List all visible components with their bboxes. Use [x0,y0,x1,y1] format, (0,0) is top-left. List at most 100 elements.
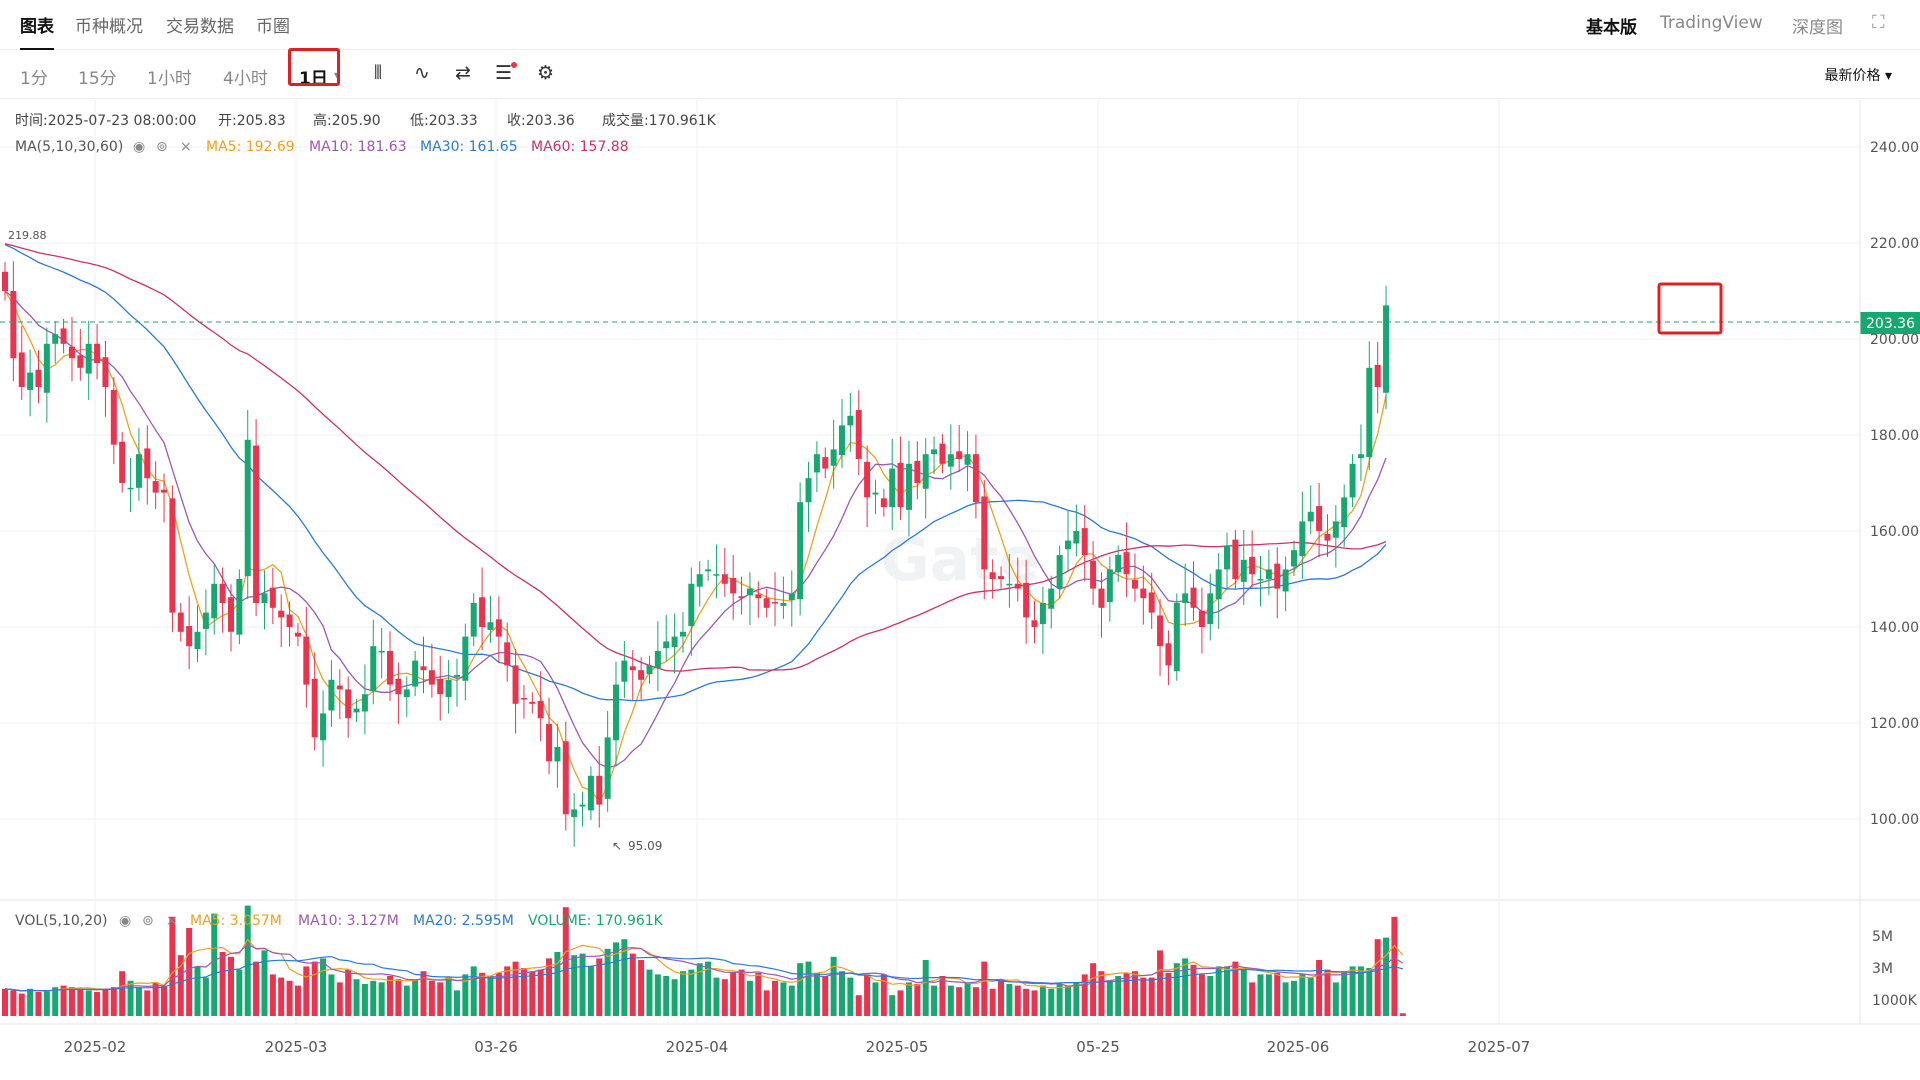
candle [18,326,25,400]
candle [1056,545,1063,599]
last-price-label: 203.36 [1866,316,1915,332]
time-tick-label: 2025-06 [1267,1038,1330,1056]
volume-bar [554,952,561,1016]
ma-line [4,290,1387,769]
price-tick-label: 240.00 [1870,140,1919,156]
indicator-icon[interactable]: ∿ [414,62,430,84]
candle [1290,540,1297,577]
volume-bar [1274,972,1281,1016]
candle [286,601,293,647]
volume-bar [445,977,452,1016]
candlestick-icon[interactable]: ⫴ [374,62,382,84]
ma-line [4,244,1387,702]
candle [361,664,368,735]
volume-bar [1106,980,1113,1016]
candle [127,458,134,512]
volume-bar [495,972,502,1016]
volume-bar [780,982,787,1016]
candle [1140,565,1147,625]
volume-bar [135,987,142,1016]
candle [772,572,779,627]
volume-bar [127,980,134,1016]
volume-bar [169,916,176,1016]
volume-bar [370,980,377,1016]
volume-bar [60,985,67,1016]
candle [161,473,168,523]
volume-bar [144,990,151,1016]
tab-trading-data[interactable]: 交易数据 [166,17,234,37]
volume-bar [897,990,904,1016]
candle [763,588,770,618]
basic-version-button[interactable]: 基本版 [1586,18,1637,38]
candle [855,390,862,476]
volume-bar [964,982,971,1016]
candle [94,324,101,380]
volume-tick-label: 3M [1872,961,1893,977]
candle [529,692,536,714]
list-icon[interactable]: ☰ [495,62,513,84]
volume-bar [1190,964,1197,1016]
candle [479,567,486,651]
tab-coin-overview[interactable]: 币种概况 [75,17,143,37]
volume-bar [604,948,611,1016]
volume-tick-label: 1000K [1872,993,1918,1009]
timeframe-1h[interactable]: 1小时 [147,69,192,89]
volume-bar [1265,974,1272,1016]
volume-bar [1240,969,1247,1016]
volume-bar [730,972,737,1016]
volume-bar [470,966,477,1016]
depth-chart-button[interactable]: 深度图 [1792,18,1843,38]
candle [269,567,276,625]
settings-icon[interactable]: ⚙ [537,62,555,84]
volume-bar [1148,977,1155,1016]
candle [1039,586,1046,654]
timeframe-15m[interactable]: 15分 [78,69,117,89]
candle [1157,599,1164,676]
candle [931,436,938,474]
volume-ma-line [4,943,1404,992]
candle [822,447,829,479]
candle [52,321,59,364]
candle [705,559,712,581]
price-type-select[interactable]: 最新价格 ▾ [1824,68,1892,84]
candle [68,316,75,382]
volume-bar [998,979,1005,1016]
last-price-tag [1860,312,1920,334]
expand-icon[interactable]: ⛶ [1872,12,1885,33]
volume-bar [303,966,310,1016]
volume-bar [1383,937,1390,1016]
volume-bar [186,928,193,1016]
tradingview-button[interactable]: TradingView [1660,13,1763,33]
candle [177,603,184,642]
candle [721,547,728,597]
volume-bar [721,979,728,1016]
volume-bar [1115,976,1122,1016]
timeframe-1m[interactable]: 1分 [20,69,48,89]
candle [144,425,151,505]
candle [621,640,628,699]
candle [253,419,260,616]
candle [579,791,586,827]
volume-bar [1207,976,1214,1016]
tab-coin-circle[interactable]: 币圈 [256,17,290,37]
volume-bar [1324,969,1331,1016]
tab-chart[interactable]: 图表 [20,12,54,50]
volume-bar [1131,971,1138,1016]
candle [1240,530,1247,605]
candle [219,567,226,633]
candle [35,350,42,404]
candle [1182,563,1189,627]
candle [914,441,921,500]
candle [1324,514,1331,557]
candle [1148,572,1155,629]
price-tick-label: 220.00 [1870,236,1919,252]
volume-bar [880,974,887,1016]
candle [1224,532,1231,590]
volume-bar [788,985,795,1016]
timeframe-4h[interactable]: 4小时 [223,69,268,89]
volume-bar [387,976,394,1016]
volume-bar [813,972,820,1016]
price-axis: 240.00 220.00 200.00 180.00 160.00 140.00 120.… [1859,100,1919,1024]
swap-icon[interactable]: ⇄ [455,62,471,84]
